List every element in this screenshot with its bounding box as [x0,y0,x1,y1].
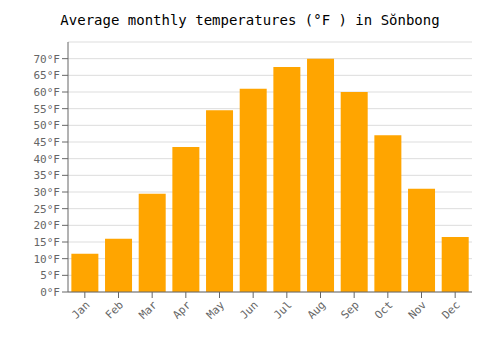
svg-text:Sep: Sep [339,298,362,321]
svg-text:70°F: 70°F [34,53,61,66]
svg-text:Feb: Feb [103,298,126,321]
svg-text:Jan: Jan [69,298,92,321]
svg-text:0°F: 0°F [40,286,60,299]
svg-text:Jul: Jul [271,298,294,321]
svg-text:40°F: 40°F [34,153,61,166]
svg-text:10°F: 10°F [34,253,61,266]
svg-text:May: May [204,298,228,322]
svg-text:60°F: 60°F [34,86,61,99]
svg-text:35°F: 35°F [34,169,61,182]
svg-text:45°F: 45°F [34,136,61,149]
svg-text:Mar: Mar [137,298,161,322]
svg-text:Nov: Nov [406,298,430,322]
svg-text:Apr: Apr [170,298,194,322]
svg-text:20°F: 20°F [34,219,61,232]
svg-text:Aug: Aug [305,298,328,321]
svg-text:65°F: 65°F [34,69,61,82]
svg-text:5°F: 5°F [40,269,60,282]
svg-text:Jun: Jun [238,298,261,321]
svg-text:Dec: Dec [440,298,463,321]
svg-text:25°F: 25°F [34,203,61,216]
svg-text:55°F: 55°F [34,103,61,116]
svg-text:Oct: Oct [372,298,395,321]
svg-text:30°F: 30°F [34,186,61,199]
svg-text:50°F: 50°F [34,119,61,132]
svg-text:15°F: 15°F [34,236,61,249]
html-text:Average monthly temperatures (: Average monthly temperatures (°F ) in Sŏ… [60,12,440,28]
